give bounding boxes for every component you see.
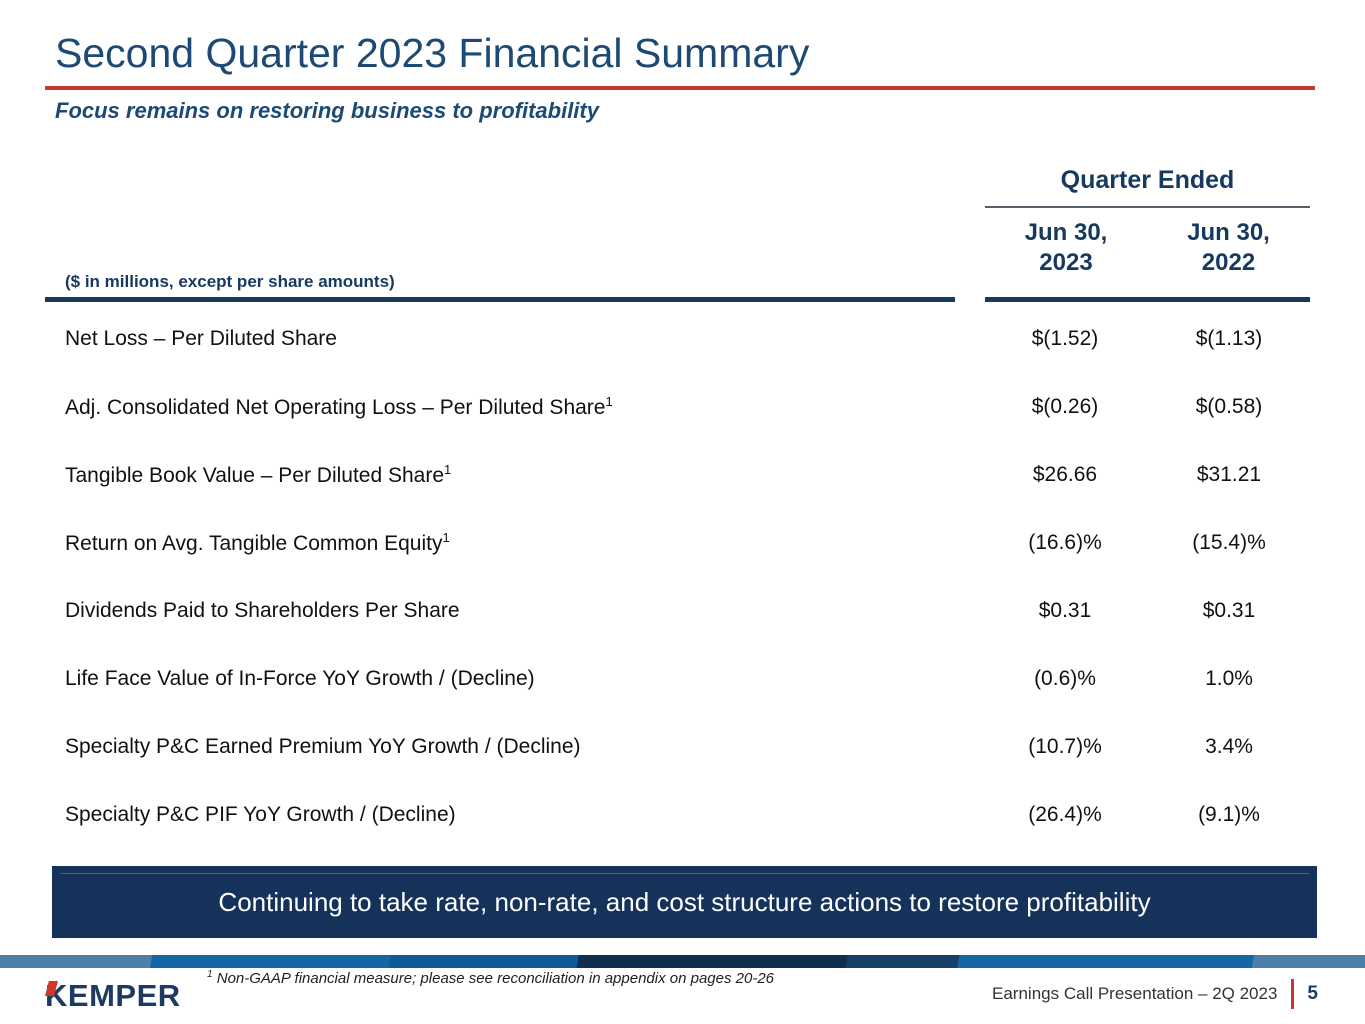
table-row: Specialty P&C PIF YoY Growth / (Decline)… xyxy=(45,781,1320,849)
value-2022: $31.21 xyxy=(1196,463,1262,486)
row-label: Tangible Book Value – Per Diluted Share1 xyxy=(65,462,452,487)
takeaway-banner: Continuing to take rate, non-rate, and c… xyxy=(52,866,1317,938)
row-label-superscript: 1 xyxy=(605,394,613,409)
value-2022: (9.1)% xyxy=(1198,803,1260,826)
table-row: Dividends Paid to Shareholders Per Share… xyxy=(45,577,1320,645)
page-number: 5 xyxy=(1307,983,1318,1004)
row-label: Adj. Consolidated Net Operating Loss – P… xyxy=(65,394,613,419)
value-2022: $(1.13) xyxy=(1195,327,1263,350)
table-row: Tangible Book Value – Per Diluted Share1… xyxy=(45,441,1320,509)
column-header-2023-line1: Jun 30, xyxy=(1024,219,1108,246)
title-underline xyxy=(45,86,1315,90)
row-label-superscript: 1 xyxy=(442,530,450,545)
table-rule-right xyxy=(985,297,1310,302)
page-title: Second Quarter 2023 Financial Summary xyxy=(55,30,810,76)
column-header-2022: Jun 30, 2022 xyxy=(1147,218,1310,278)
logo-wordmark: KEMPER xyxy=(45,978,181,1013)
table-row: Specialty P&C Earned Premium YoY Growth … xyxy=(45,713,1320,781)
row-label: Return on Avg. Tangible Common Equity1 xyxy=(65,530,450,555)
value-2023: $(1.52) xyxy=(1031,327,1099,350)
value-2023: (10.7)% xyxy=(1028,735,1102,758)
column-header-2023-line2: 2023 xyxy=(1039,249,1093,276)
value-2023: $(0.26) xyxy=(1031,395,1099,418)
group-header-underline xyxy=(985,206,1310,208)
table-rule-left xyxy=(45,297,955,302)
value-2023: (26.4)% xyxy=(1028,803,1102,826)
table-group-header: Quarter Ended xyxy=(1060,166,1235,194)
value-2022: (15.4)% xyxy=(1192,531,1266,554)
column-header-2022-line2: 2022 xyxy=(1201,249,1256,276)
table-row: Return on Avg. Tangible Common Equity1 (… xyxy=(45,509,1320,577)
table-body: Net Loss – Per Diluted Share $(1.52) $(1… xyxy=(45,305,1320,849)
table-row-header: ($ in millions, except per share amounts… xyxy=(65,272,395,291)
value-2023: (0.6)% xyxy=(1034,667,1096,690)
kemper-logo: KEMPER xyxy=(45,978,181,1018)
slide-subtitle: Focus remains on restoring business to p… xyxy=(55,98,599,123)
column-header-2023: Jun 30, 2023 xyxy=(985,218,1147,278)
value-2022: $(0.58) xyxy=(1195,395,1263,418)
value-2022: 3.4% xyxy=(1205,735,1253,758)
column-header-2022-line1: Jun 30, xyxy=(1187,219,1270,246)
row-label: Specialty P&C PIF YoY Growth / (Decline) xyxy=(65,803,456,826)
table-row: Life Face Value of In-Force YoY Growth /… xyxy=(45,645,1320,713)
footer-caption: Earnings Call Presentation – 2Q 2023 xyxy=(992,984,1278,1003)
row-label-superscript: 1 xyxy=(444,462,452,477)
footnote-superscript: 1 xyxy=(207,969,213,980)
footer-right: Earnings Call Presentation – 2Q 2023 5 xyxy=(992,979,1318,1009)
value-2023: (16.6)% xyxy=(1028,531,1102,554)
value-2023: $26.66 xyxy=(1032,463,1098,486)
footer-decorative-band xyxy=(0,955,1365,968)
table-row: Net Loss – Per Diluted Share $(1.52) $(1… xyxy=(45,305,1320,373)
table-row: Adj. Consolidated Net Operating Loss – P… xyxy=(45,373,1320,441)
footnote: 1 Non-GAAP financial measure; please see… xyxy=(207,969,774,987)
row-label: Specialty P&C Earned Premium YoY Growth … xyxy=(65,735,581,758)
footer-divider xyxy=(1291,979,1295,1009)
value-2022: $0.31 xyxy=(1202,599,1256,622)
row-label: Net Loss – Per Diluted Share xyxy=(65,327,337,350)
logo-red-wedge-icon xyxy=(45,981,58,996)
footnote-text: Non-GAAP financial measure; please see r… xyxy=(212,970,775,987)
value-2023: $0.31 xyxy=(1038,599,1092,622)
row-label: Dividends Paid to Shareholders Per Share xyxy=(65,599,460,622)
value-2022: 1.0% xyxy=(1205,667,1253,690)
row-label: Life Face Value of In-Force YoY Growth /… xyxy=(65,667,535,690)
takeaway-banner-text: Continuing to take rate, non-rate, and c… xyxy=(218,886,1151,917)
